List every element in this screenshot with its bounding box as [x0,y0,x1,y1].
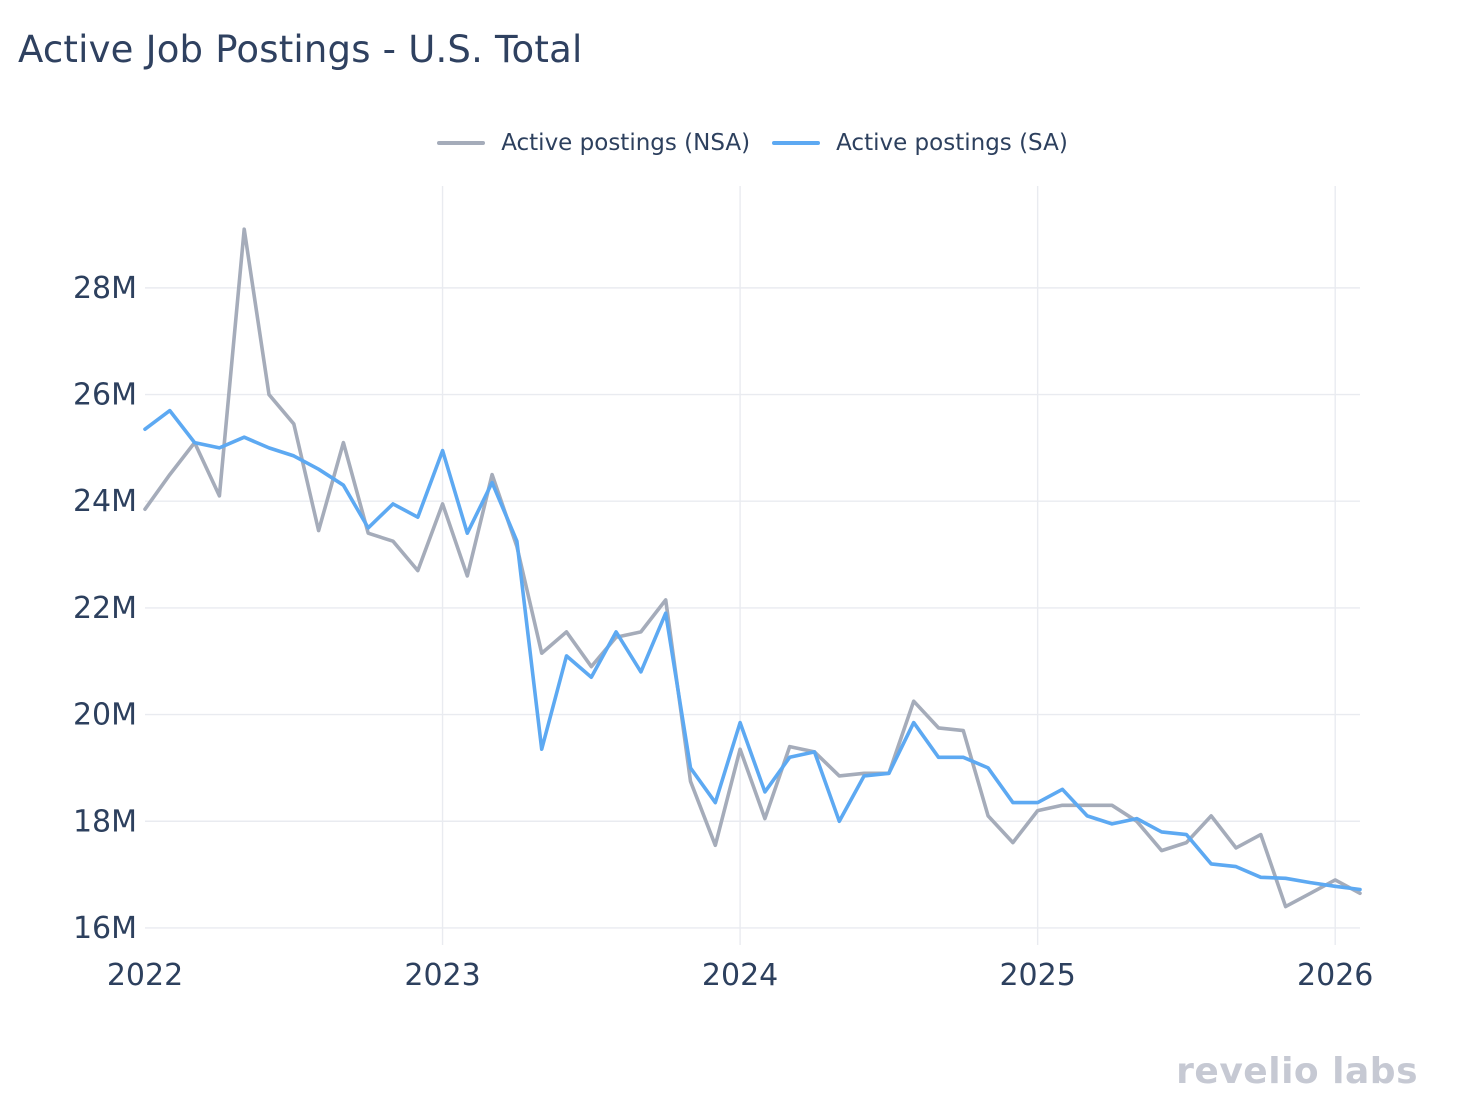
legend-label-sa: Active postings (SA) [836,130,1068,156]
x-tick-label: 2023 [404,958,480,993]
y-tick-label: 28M [73,271,137,306]
brand-watermark: revelio labs [1176,1051,1418,1092]
legend: Active postings (NSA) Active postings (S… [145,130,1360,156]
y-tick-label: 18M [73,804,137,839]
y-tick-label: 22M [73,591,137,626]
legend-item-sa[interactable]: Active postings (SA) [772,130,1068,156]
nsa-line-swatch [437,141,486,145]
brand-name: revelio labs [1176,1051,1418,1092]
series-line-nsa [143,227,1362,909]
y-tick-label: 24M [73,484,137,519]
x-tick-label: 2022 [107,958,183,993]
y-tick-label: 20M [73,698,137,733]
chart-title: Active Job Postings - U.S. Total [18,28,583,71]
sa-line-swatch [772,141,821,145]
series-line-sa [143,408,1362,892]
x-tick-label: 2026 [1297,958,1373,993]
y-tick-label: 16M [73,911,137,946]
y-tick-label: 26M [73,378,137,413]
legend-label-nsa: Active postings (NSA) [501,130,751,156]
x-tick-label: 2024 [702,958,778,993]
legend-item-nsa[interactable]: Active postings (NSA) [437,130,750,156]
x-tick-label: 2025 [999,958,1075,993]
